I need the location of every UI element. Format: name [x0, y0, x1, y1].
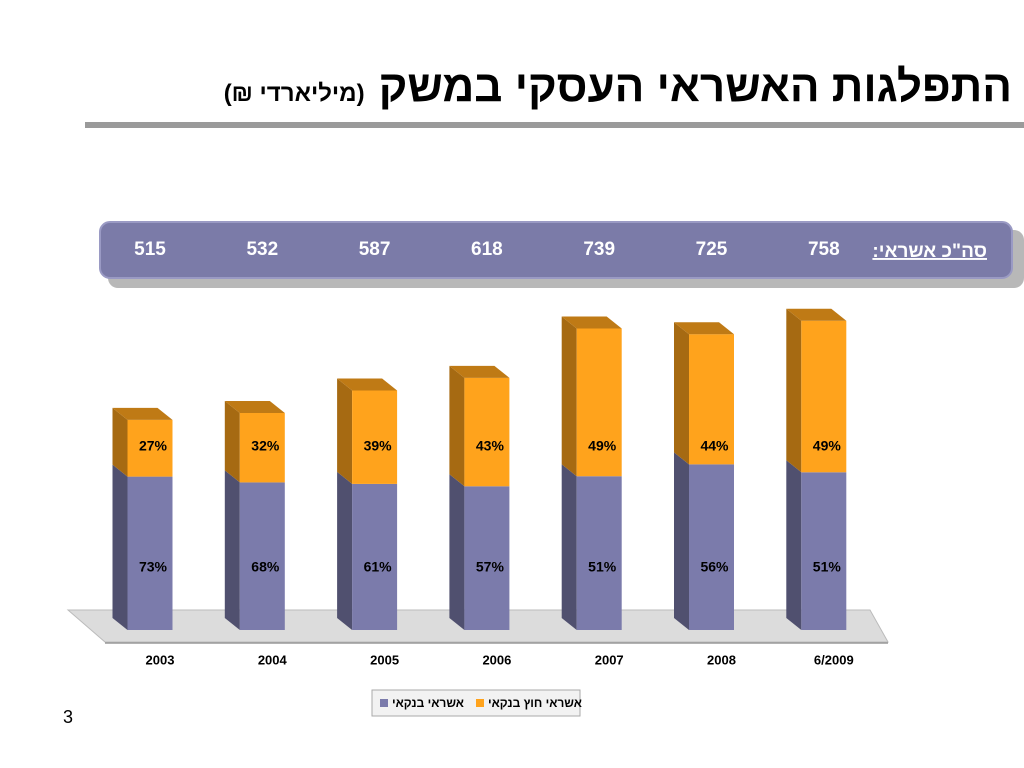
bar-side: [224, 400, 240, 483]
bar-side: [674, 322, 689, 465]
bar-side: [561, 464, 577, 630]
total-label: 532: [246, 239, 278, 260]
x-tick-label: 2005: [370, 652, 399, 667]
bar-top: [561, 316, 622, 329]
bar-side: [449, 474, 465, 630]
bar-top: [449, 365, 510, 378]
total-label: 739: [583, 239, 615, 260]
total-label: 515: [134, 239, 166, 260]
total-label: 618: [471, 239, 503, 260]
bar-side: [337, 378, 353, 484]
bar-segment: [239, 482, 285, 630]
bar-segment: [801, 472, 847, 630]
bar-segment: [464, 377, 510, 487]
bar-side: [449, 365, 465, 487]
legend-swatch: [380, 699, 388, 707]
x-tick-label: 6/2009: [814, 652, 854, 667]
x-tick-label: 2008: [707, 652, 736, 667]
data-label: 57%: [476, 559, 505, 575]
bar-segment: [801, 320, 847, 473]
bar-side: [112, 464, 128, 630]
bar-top: [112, 407, 173, 420]
total-label: 725: [696, 239, 728, 260]
bar-segment: [464, 486, 510, 630]
bar-segment: [239, 412, 285, 483]
data-label: 32%: [251, 438, 280, 454]
bar-segment: [576, 328, 622, 477]
x-tick-label: 2007: [595, 652, 624, 667]
bar-side: [561, 316, 577, 477]
chart-subtitle: (מיליארדי ₪): [223, 80, 365, 107]
data-label: 43%: [476, 438, 505, 454]
title-rule: [85, 122, 1024, 128]
bar-top: [337, 378, 398, 391]
x-tick-label: 2004: [258, 652, 288, 667]
totals-label: סה"כ אשראי:: [872, 241, 987, 262]
data-label: 51%: [813, 559, 842, 575]
totals-banner: [99, 221, 1013, 279]
data-label: 56%: [700, 559, 729, 575]
bar-side: [112, 407, 128, 477]
bar-segment: [352, 390, 398, 484]
bar-segment: [352, 483, 398, 630]
page-number: 3: [63, 707, 73, 727]
legend-label: אשראי בנקאי: [392, 696, 464, 710]
data-label: 49%: [588, 438, 617, 454]
bar-side: [786, 460, 802, 630]
data-label: 51%: [588, 559, 617, 575]
data-label: 73%: [139, 559, 168, 575]
data-label: 61%: [364, 559, 393, 575]
bar-top: [224, 400, 285, 413]
x-tick-label: 2006: [482, 652, 511, 667]
bar-side: [224, 470, 240, 630]
legend-label: אשראי חוץ בנקאי: [488, 696, 582, 710]
bar-side: [786, 308, 802, 473]
bar-segment: [576, 476, 622, 630]
title-block: התפלגות האשראי העסקי במשק (מיליארדי ₪): [224, 62, 1012, 112]
total-label: 587: [359, 239, 391, 260]
bar-segment: [689, 334, 734, 465]
legend-swatch: [476, 699, 484, 707]
bar-side: [337, 471, 353, 630]
data-label: 49%: [813, 438, 842, 454]
data-label: 68%: [251, 559, 280, 575]
data-label: 39%: [364, 438, 393, 454]
data-label: 44%: [700, 438, 729, 454]
bar-segment: [127, 419, 173, 477]
bar-segment: [127, 476, 173, 630]
bar-side: [674, 452, 689, 630]
bar-segment: [689, 464, 734, 630]
chart-title: התפלגות האשראי העסקי במשק: [378, 62, 1012, 111]
bar-top: [674, 322, 734, 335]
x-tick-label: 2003: [146, 652, 175, 667]
data-label: 27%: [139, 438, 168, 454]
bar-top: [786, 308, 847, 321]
total-label: 758: [808, 239, 840, 260]
